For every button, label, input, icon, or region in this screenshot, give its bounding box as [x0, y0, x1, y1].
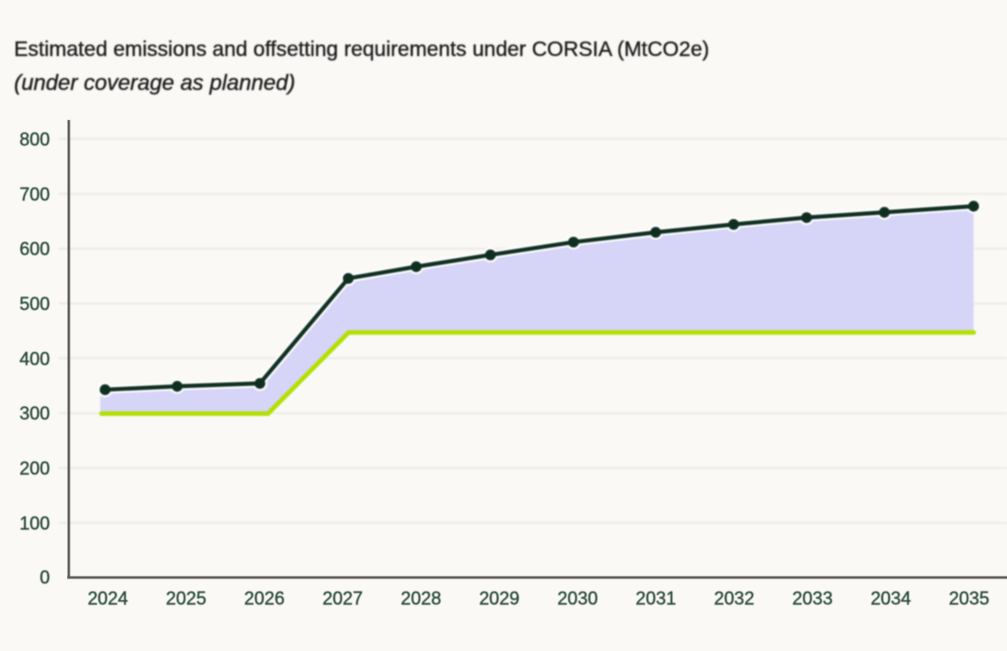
- svg-text:200: 200: [20, 459, 50, 479]
- svg-text:800: 800: [20, 129, 50, 149]
- svg-text:600: 600: [20, 239, 50, 259]
- svg-text:2035: 2035: [949, 589, 989, 609]
- svg-text:2027: 2027: [322, 589, 362, 609]
- svg-text:2024: 2024: [88, 589, 128, 609]
- svg-text:700: 700: [20, 184, 50, 204]
- svg-text:2031: 2031: [636, 589, 676, 609]
- svg-text:400: 400: [20, 349, 50, 369]
- svg-text:2025: 2025: [166, 589, 206, 609]
- svg-text:2029: 2029: [479, 589, 519, 609]
- svg-text:2033: 2033: [792, 589, 832, 609]
- svg-text:300: 300: [20, 404, 50, 424]
- svg-text:2026: 2026: [244, 589, 284, 609]
- svg-text:500: 500: [20, 294, 50, 314]
- svg-text:2028: 2028: [401, 589, 441, 609]
- svg-text:2032: 2032: [714, 589, 754, 609]
- svg-text:100: 100: [20, 513, 50, 533]
- svg-text:2034: 2034: [871, 589, 911, 609]
- svg-text:0: 0: [40, 568, 50, 588]
- svg-text:2030: 2030: [557, 589, 597, 609]
